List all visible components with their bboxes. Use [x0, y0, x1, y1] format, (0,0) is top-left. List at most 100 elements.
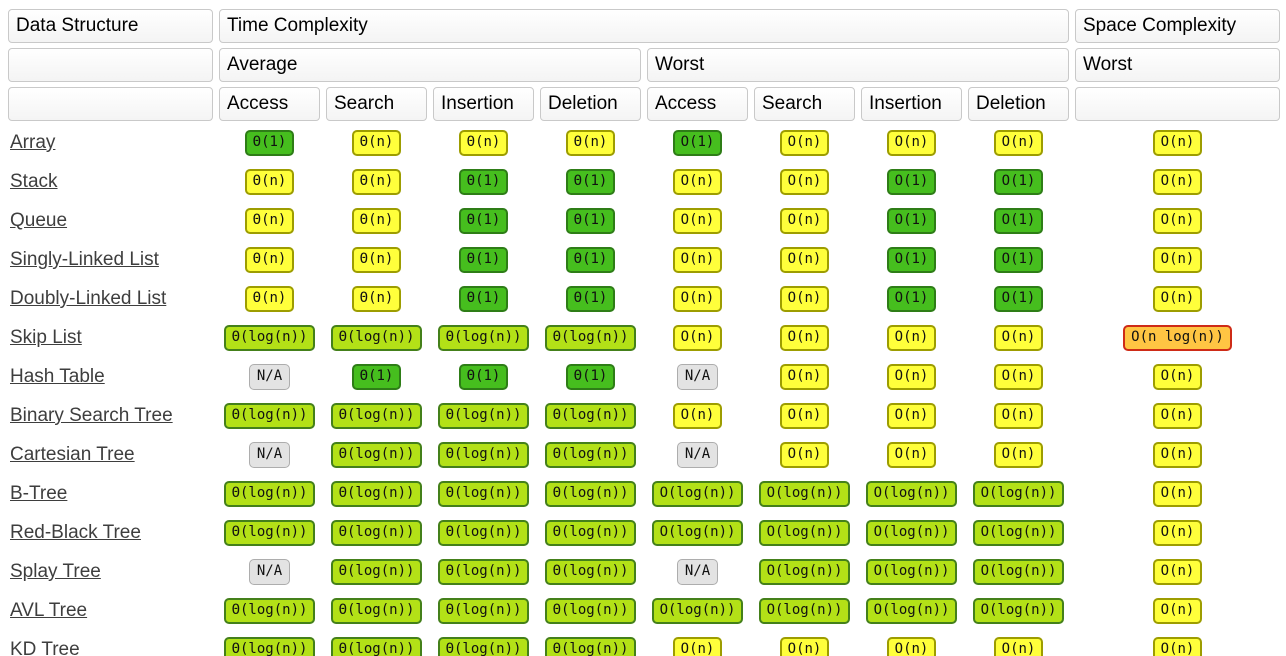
complexity-badge-yellowgreen: Θ(log(n))	[330, 403, 423, 429]
complexity-cell: O(n log(n))	[1075, 321, 1280, 355]
complexity-cell: O(n)	[1075, 282, 1280, 316]
complexity-cell: Θ(n)	[219, 282, 320, 316]
complexity-cell: O(log(n))	[754, 594, 855, 628]
row-link-hash-table[interactable]: Hash Table	[10, 366, 105, 387]
row-label-cell: Queue	[8, 204, 213, 238]
complexity-cell: O(n)	[1075, 594, 1280, 628]
complexity-cell: O(1)	[968, 282, 1069, 316]
complexity-badge-yellow: O(n)	[886, 637, 937, 656]
complexity-cell: O(n)	[1075, 555, 1280, 589]
complexity-cell: Θ(log(n))	[219, 594, 320, 628]
complexity-badge-yellow: Θ(n)	[565, 130, 616, 156]
complexity-cell: O(log(n))	[861, 516, 962, 550]
complexity-badge-yellow: O(n)	[1152, 598, 1203, 624]
complexity-cell: O(log(n))	[647, 477, 748, 511]
row-link-cartesian-tree[interactable]: Cartesian Tree	[10, 444, 135, 465]
complexity-badge-yellowgreen: O(log(n))	[758, 520, 851, 546]
col-header-worst-deletion: Deletion	[968, 87, 1069, 121]
complexity-badge-yellowgreen: Θ(log(n))	[544, 598, 637, 624]
col-header-data-structure: Data Structure	[8, 9, 213, 43]
complexity-cell: O(n)	[754, 204, 855, 238]
table-row: Doubly-Linked List Θ(n) Θ(n) Θ(1) Θ(1) O(n) O(…	[8, 282, 1280, 316]
row-link-singly-linked-list[interactable]: Singly-Linked List	[10, 249, 159, 270]
complexity-cell: O(n)	[968, 360, 1069, 394]
complexity-badge-yellowgreen: O(log(n))	[758, 598, 851, 624]
row-link-avl-tree[interactable]: AVL Tree	[10, 600, 88, 621]
complexity-badge-green: Θ(1)	[458, 364, 509, 390]
complexity-badge-yellow: Θ(n)	[351, 286, 402, 312]
complexity-badge-yellowgreen: O(log(n))	[972, 481, 1065, 507]
table-row: Array Θ(1) Θ(n) Θ(n) Θ(n) O(1) O(n) O(n) O(n) O(n…	[8, 126, 1280, 160]
complexity-cell: O(n)	[1075, 243, 1280, 277]
complexity-cell: O(1)	[647, 126, 748, 160]
complexity-cell: Θ(n)	[326, 126, 427, 160]
row-link-b-tree[interactable]: B-Tree	[10, 483, 68, 504]
row-link-binary-search-tree[interactable]: Binary Search Tree	[10, 405, 173, 426]
header-row-case: Average Worst Worst	[8, 48, 1280, 82]
row-link-kd-tree[interactable]: KD Tree	[10, 639, 80, 656]
complexity-badge-gray: N/A	[248, 364, 291, 390]
table-row: Cartesian Tree N/A Θ(log(n)) Θ(log(n)) Θ(log…	[8, 438, 1280, 472]
header-row-groups: Data Structure Time Complexity Space Com…	[8, 9, 1280, 43]
complexity-cell: O(n)	[1075, 477, 1280, 511]
complexity-badge-yellow: Θ(n)	[244, 208, 295, 234]
complexity-cell: Θ(1)	[540, 165, 641, 199]
row-label-cell: Doubly-Linked List	[8, 282, 213, 316]
complexity-badge-yellow: O(n)	[779, 247, 830, 273]
complexity-cell: O(n)	[861, 321, 962, 355]
col-header-average-access: Access	[219, 87, 320, 121]
complexity-badge-yellowgreen: Θ(log(n))	[544, 637, 637, 656]
complexity-badge-gray: N/A	[676, 559, 719, 585]
complexity-cell: Θ(n)	[326, 204, 427, 238]
complexity-badge-green: O(1)	[886, 286, 937, 312]
complexity-badge-yellow: O(n)	[993, 442, 1044, 468]
row-link-array[interactable]: Array	[10, 132, 56, 153]
row-link-doubly-linked-list[interactable]: Doubly-Linked List	[10, 288, 167, 309]
complexity-cell: O(log(n))	[968, 516, 1069, 550]
complexity-cell: Θ(log(n))	[326, 594, 427, 628]
complexity-badge-green: Θ(1)	[458, 247, 509, 273]
complexity-cell: O(log(n))	[968, 594, 1069, 628]
complexity-cell: O(n)	[968, 126, 1069, 160]
row-link-red-black-tree[interactable]: Red-Black Tree	[10, 522, 141, 543]
complexity-badge-yellowgreen: Θ(log(n))	[223, 481, 316, 507]
complexity-cell: O(1)	[861, 165, 962, 199]
complexity-cell: Θ(log(n))	[540, 321, 641, 355]
complexity-cell: O(n)	[1075, 516, 1280, 550]
complexity-cell: Θ(log(n))	[219, 399, 320, 433]
complexity-badge-yellow: Θ(n)	[351, 169, 402, 195]
complexity-badge-yellowgreen: Θ(log(n))	[330, 520, 423, 546]
row-link-skip-list[interactable]: Skip List	[10, 327, 82, 348]
complexity-cell: Θ(log(n))	[540, 633, 641, 656]
complexity-badge-green: Θ(1)	[458, 208, 509, 234]
empty-header-cell	[8, 87, 213, 121]
complexity-badge-yellowgreen: O(log(n))	[972, 559, 1065, 585]
complexity-badge-yellowgreen: Θ(log(n))	[544, 481, 637, 507]
row-label-cell: B-Tree	[8, 477, 213, 511]
table-row: Hash Table N/A Θ(1) Θ(1) Θ(1) N/A O(n) O(n) O(n)…	[8, 360, 1280, 394]
complexity-cell: O(n)	[754, 282, 855, 316]
complexity-badge-green: Θ(1)	[565, 169, 616, 195]
table-row: KD Tree Θ(log(n)) Θ(log(n)) Θ(log(n)) Θ(log(…	[8, 633, 1280, 656]
complexity-badge-yellowgreen: O(log(n))	[758, 559, 851, 585]
complexity-cell: O(n)	[647, 165, 748, 199]
complexity-badge-yellowgreen: Θ(log(n))	[437, 520, 530, 546]
complexity-cell: Θ(1)	[540, 204, 641, 238]
complexity-cell: O(1)	[968, 243, 1069, 277]
complexity-badge-yellowgreen: Θ(log(n))	[437, 403, 530, 429]
row-link-queue[interactable]: Queue	[10, 210, 68, 231]
complexity-cell: O(n)	[754, 321, 855, 355]
complexity-badge-orange: O(n log(n))	[1123, 325, 1232, 351]
row-link-splay-tree[interactable]: Splay Tree	[10, 561, 101, 582]
complexity-cell: O(log(n))	[754, 555, 855, 589]
complexity-cell: O(n)	[861, 360, 962, 394]
complexity-cell: Θ(n)	[326, 243, 427, 277]
complexity-badge-yellow: O(n)	[779, 403, 830, 429]
complexity-cell: O(n)	[1075, 438, 1280, 472]
complexity-cell: Θ(log(n))	[433, 516, 534, 550]
row-label-cell: KD Tree	[8, 633, 213, 656]
row-link-stack[interactable]: Stack	[10, 171, 58, 192]
col-header-average-insertion: Insertion	[433, 87, 534, 121]
complexity-cell: Θ(log(n))	[433, 438, 534, 472]
complexity-cell: N/A	[647, 555, 748, 589]
